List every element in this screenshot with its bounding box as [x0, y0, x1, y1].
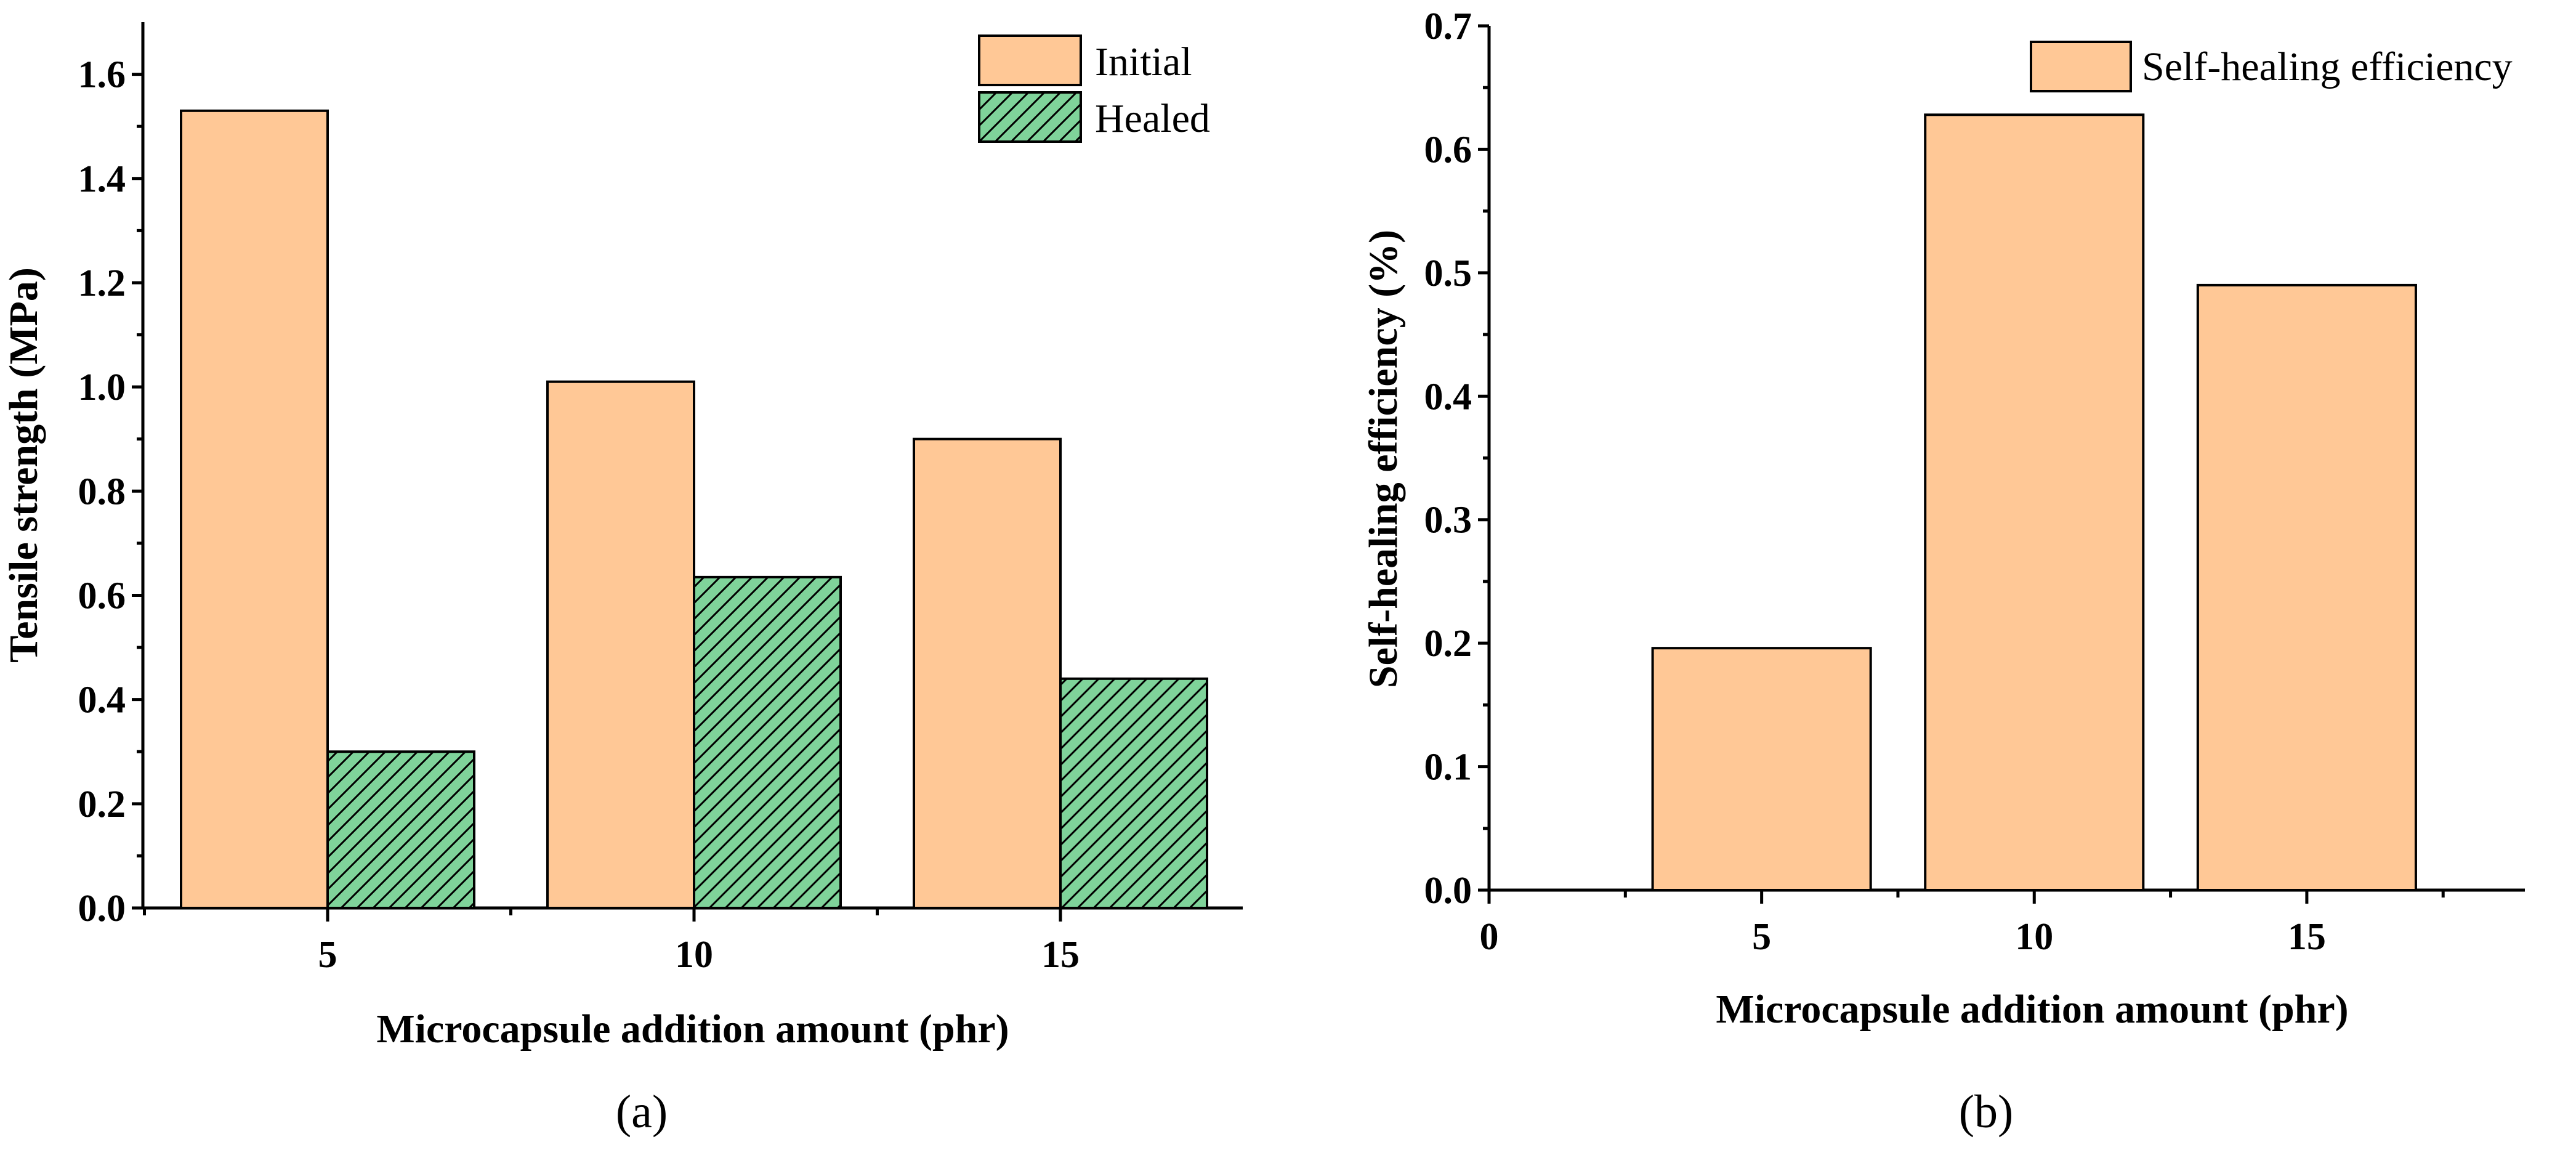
y-tick-label: 0.2: [1424, 623, 1472, 665]
bar-initial-5: [180, 109, 329, 909]
bar-efficiency-5: [1651, 647, 1872, 892]
legend-label-healed: Healed: [1095, 96, 1210, 141]
y-tick-label: 1.6: [78, 54, 126, 96]
y-tick-label: 0.1: [1424, 747, 1472, 788]
x-tick-label: 15: [1041, 934, 1080, 976]
bar-efficiency-15: [2196, 283, 2417, 891]
bar-initial-15: [913, 437, 1062, 909]
x-tick-label: 0: [1480, 916, 1499, 958]
chart-a-y-ticks: 0.0 0.2 0.4 0.6 0.8 1.0 1.2 1.4 1.6: [78, 54, 143, 930]
y-tick-label: 0.8: [78, 471, 126, 513]
chart-a-x-ticks: 5 10 15: [143, 908, 1080, 976]
y-tick-label: 0.0: [78, 888, 126, 930]
chart-b-panel-label: (b): [1959, 1086, 2014, 1138]
x-tick-label: 5: [318, 934, 337, 976]
chart-a: 0.0 0.2 0.4 0.6 0.8 1.0 1.2 1.4 1.6 5 10 15 Initia…: [1, 22, 1243, 1138]
bar-healed-15: [1059, 677, 1208, 909]
y-tick-label: 1.0: [78, 367, 126, 408]
y-tick-label: 0.2: [78, 784, 126, 825]
legend-label-self-healing-efficiency: Self-healing efficiency: [2142, 44, 2513, 89]
legend-swatch-healed: [978, 91, 1082, 143]
bar-healed-5: [326, 750, 475, 910]
legend-swatch-self-healing-efficiency: [2030, 41, 2132, 92]
chart-b-x-ticks: 0 5 10 15: [1480, 890, 2445, 958]
x-tick-label: 5: [1752, 916, 1771, 958]
bar-initial-10: [546, 380, 695, 909]
chart-b-legend: Self-healing efficiency: [2030, 41, 2513, 92]
x-tick-label: 10: [675, 934, 713, 976]
chart-a-panel-label: (a): [616, 1086, 668, 1138]
y-tick-label: 0.6: [1424, 129, 1472, 171]
chart-b-bars: [1651, 113, 2417, 892]
y-tick-label: 0.6: [78, 575, 126, 617]
x-tick-label: 15: [2288, 916, 2326, 958]
y-tick-label: 0.0: [1424, 870, 1472, 912]
y-tick-label: 0.3: [1424, 500, 1472, 541]
chart-a-x-axis-title: Microcapsule addition amount (phr): [376, 1007, 1009, 1052]
chart-a-bars: [180, 109, 1208, 910]
x-tick-label: 10: [2015, 916, 2053, 958]
y-tick-label: 0.4: [1424, 376, 1472, 418]
chart-a-y-axis-title: Tensile strength (MPa): [1, 267, 46, 663]
chart-b-x-axis-title: Microcapsule addition amount (phr): [1716, 987, 2348, 1032]
bar-efficiency-10: [1924, 113, 2145, 891]
y-tick-label: 0.4: [78, 679, 126, 721]
chart-b-y-ticks: 0.0 0.1 0.2 0.3 0.4 0.5 0.6 0.7: [1424, 6, 1489, 912]
y-tick-label: 1.4: [78, 158, 126, 200]
bar-healed-10: [693, 575, 842, 909]
y-tick-label: 1.2: [78, 262, 126, 304]
y-tick-label: 0.7: [1424, 6, 1472, 47]
y-tick-label: 0.5: [1424, 253, 1472, 294]
chart-b-y-axis-title: Self-healing efficiency (%): [1361, 230, 1406, 688]
chart-b: 0.0 0.1 0.2 0.3 0.4 0.5 0.6 0.7 0 5 10 15 Self-hea…: [1361, 6, 2525, 1138]
legend-swatch-initial: [978, 34, 1082, 86]
legend-label-initial: Initial: [1095, 39, 1192, 84]
chart-a-legend: Initial Healed: [978, 34, 1210, 143]
